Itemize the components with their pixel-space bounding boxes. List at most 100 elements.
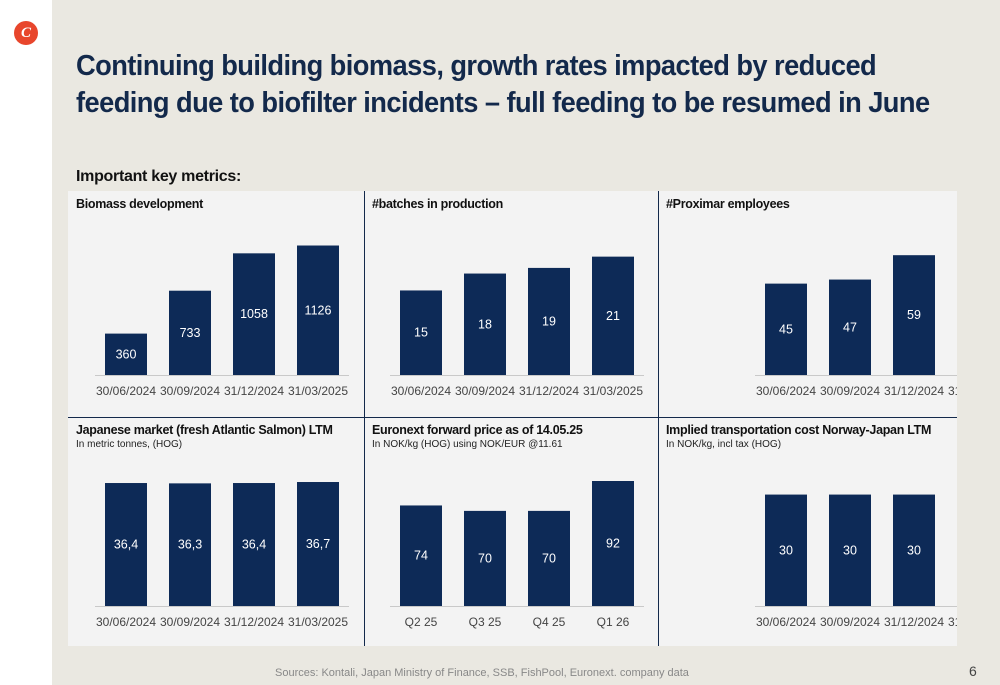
key-metrics-heading: Important key metrics:	[76, 168, 242, 185]
chart-panel-batches: #batches in production 15 30/06/2024 18 30/…	[364, 191, 658, 417]
chart-svg: 3030/06/20243030/09/20243031/12/20243031…	[755, 494, 957, 629]
bar	[829, 494, 871, 606]
data-label: 30	[779, 543, 793, 557]
chart-title: Japanese market (fresh Atlantic Salmon) …	[76, 423, 333, 437]
data-label: 360	[116, 347, 137, 361]
x-tick-label: 30/09/2024	[160, 615, 220, 629]
x-tick-label: Q4 25	[533, 615, 566, 629]
x-tick-label: 30/06/2024	[756, 615, 816, 629]
data-label: 30	[843, 543, 857, 557]
bar	[528, 510, 570, 606]
x-tick-label: 30/09/2024	[820, 384, 880, 398]
chart-panel-employees: #Proximar employees 45 30/06/2024 47 30/09/…	[658, 191, 957, 417]
chart-panel-transport-cost: Implied transportation cost Norway-Japan…	[658, 417, 957, 646]
bar	[829, 279, 871, 375]
chart-panel-japanese-market: Japanese market (fresh Atlantic Salmon) …	[68, 417, 364, 646]
x-tick-label: 31/12/2024	[224, 384, 284, 398]
data-label: 1058	[240, 307, 268, 321]
slide-title: Continuing building biomass, growth rate…	[76, 48, 930, 122]
chart-panel-forward-price: Euronext forward price as of 14.05.25 In…	[364, 417, 658, 646]
page-number: 6	[969, 663, 977, 679]
sources-footnote: Sources: Kontali, Japan Ministry of Fina…	[275, 667, 689, 679]
data-label: 18	[478, 317, 492, 331]
left-margin	[0, 0, 52, 685]
bar	[528, 267, 570, 375]
chart-title: Implied transportation cost Norway-Japan…	[666, 423, 932, 437]
x-tick-label: 31/12/2024	[519, 384, 579, 398]
x-tick-label: 31/03/2025	[948, 384, 957, 398]
panel-divider-vertical-2	[658, 191, 659, 646]
x-tick-label: 31/03/2025	[948, 615, 957, 629]
data-label: 30	[907, 543, 921, 557]
data-label: 45	[779, 322, 793, 336]
bar	[765, 283, 807, 375]
data-label: 19	[542, 314, 556, 328]
slide-title-line-2: feeding due to biofilter incidents – ful…	[76, 87, 930, 119]
chart-subtitle: In NOK/kg (HOG) using NOK/EUR @11.61	[372, 439, 563, 450]
chart-svg: 15 30/06/2024 18 30/09/2024 19 31/12/2024 21 31…	[390, 256, 644, 398]
x-tick-label: 30/06/2024	[756, 384, 816, 398]
chart-svg: 36,4 30/06/2024 36,3 30/09/2024 36,4 31/12/20…	[95, 482, 349, 629]
chart-svg: 74 Q2 25 70 Q3 25 70 Q4 25 92 Q1 26	[390, 481, 644, 629]
bar	[893, 494, 935, 606]
chart-title: #Proximar employees	[666, 197, 790, 211]
slide-title-line-1: Continuing building biomass, growth rate…	[76, 50, 877, 82]
x-tick-label: 31/03/2025	[583, 384, 643, 398]
x-tick-label: 30/09/2024	[160, 384, 220, 398]
data-label: 47	[843, 320, 857, 334]
bar	[400, 290, 442, 375]
data-label: 92	[606, 537, 620, 551]
bar	[592, 256, 634, 375]
bar	[105, 483, 147, 606]
x-tick-label: 31/12/2024	[224, 615, 284, 629]
x-tick-label: 30/09/2024	[820, 615, 880, 629]
chart-subtitle: In NOK/kg, incl tax (HOG)	[666, 439, 782, 450]
bar	[464, 273, 506, 375]
data-label: 15	[414, 326, 428, 340]
chart-title: #batches in production	[372, 197, 503, 211]
x-tick-label: 31/12/2024	[884, 384, 944, 398]
data-label: 1126	[305, 303, 332, 317]
bar	[169, 483, 211, 606]
x-tick-label: 30/06/2024	[391, 384, 451, 398]
chart-panel-biomass: Biomass development 360 30/06/2024 733 30/0…	[68, 191, 364, 417]
data-label: 21	[606, 309, 620, 323]
chart-svg: 360 30/06/2024 733 30/09/2024 1058 31/12/2024…	[95, 245, 349, 398]
data-label: 70	[478, 551, 492, 565]
bar	[400, 505, 442, 606]
data-label: 36,3	[178, 538, 202, 552]
data-label: 36,7	[306, 537, 330, 551]
bar	[233, 253, 275, 375]
data-label: 70	[542, 551, 556, 565]
bar	[297, 245, 339, 375]
data-label: 59	[907, 308, 921, 322]
x-tick-label: Q3 25	[469, 615, 502, 629]
bar	[169, 290, 211, 375]
bar	[105, 333, 147, 375]
data-label: 36,4	[242, 538, 266, 552]
metrics-panel-area: Biomass development 360 30/06/2024 733 30/0…	[68, 191, 957, 646]
x-tick-label: 30/09/2024	[455, 384, 515, 398]
chart-title: Euronext forward price as of 14.05.25	[372, 423, 583, 437]
data-label: 74	[414, 549, 428, 563]
panel-divider-vertical-1	[364, 191, 365, 646]
panel-divider-horizontal	[68, 417, 957, 418]
data-label: 36,4	[114, 538, 138, 552]
bar	[765, 494, 807, 606]
bar	[233, 483, 275, 606]
x-tick-label: 31/03/2025	[288, 615, 348, 629]
bar	[592, 481, 634, 606]
x-tick-label: 31/12/2024	[884, 615, 944, 629]
chart-subtitle: In metric tonnes, (HOG)	[76, 439, 183, 450]
chart-title: Biomass development	[76, 197, 203, 211]
x-tick-label: 30/06/2024	[96, 384, 156, 398]
data-label: 733	[180, 326, 201, 340]
chart-svg: 4530/06/20244730/09/20245931/12/20246331…	[755, 255, 957, 398]
x-tick-label: 31/03/2025	[288, 384, 348, 398]
x-tick-label: 30/06/2024	[96, 615, 156, 629]
bar	[464, 510, 506, 606]
x-tick-label: Q2 25	[405, 615, 438, 629]
x-tick-label: Q1 26	[597, 615, 630, 629]
company-logo: C	[14, 21, 38, 45]
bar	[893, 255, 935, 375]
